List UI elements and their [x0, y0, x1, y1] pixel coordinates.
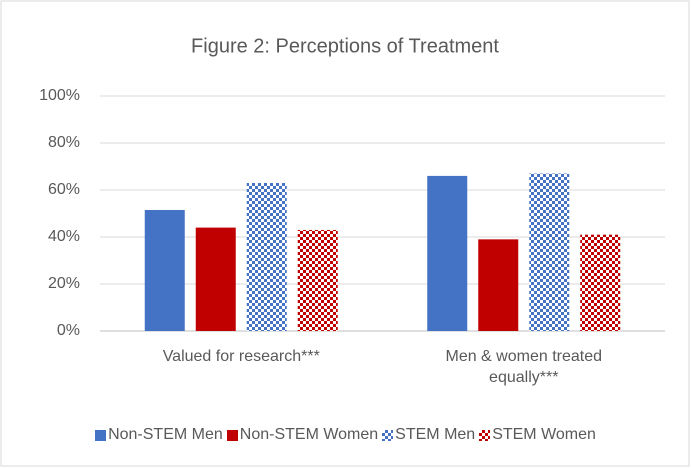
legend-label: Non-STEM Men — [108, 426, 223, 443]
bar — [144, 209, 185, 331]
legend-label: STEM Women — [492, 426, 596, 443]
legend-swatch-fill — [382, 429, 394, 441]
legend-swatch — [382, 429, 394, 441]
bar — [529, 173, 570, 331]
legend-label: STEM Men — [395, 426, 476, 443]
y-tick-label: 100% — [39, 87, 80, 104]
bar — [427, 175, 468, 331]
legend-swatch — [95, 429, 107, 441]
bar — [297, 229, 338, 331]
legend-item: STEM Women — [479, 426, 596, 444]
y-tick-label: 60% — [48, 181, 80, 198]
bar — [580, 234, 621, 331]
legend-item: Non-STEM Women — [226, 426, 379, 444]
y-tick-label: 80% — [48, 134, 80, 151]
legend-swatch-fill — [479, 429, 491, 441]
legend-swatch-fill — [226, 429, 238, 441]
x-tick-label: Men & women treated equally*** — [445, 348, 603, 386]
legend-swatch-fill — [95, 429, 107, 441]
legend-item: Non-STEM Men — [95, 426, 223, 444]
legend-label: Non-STEM Women — [239, 426, 379, 443]
legend-swatch — [479, 429, 491, 441]
y-tick-label: 20% — [48, 275, 80, 292]
bar — [246, 182, 287, 331]
y-tick-label: 40% — [48, 228, 80, 245]
bar — [195, 227, 236, 331]
legend-swatch — [226, 429, 238, 441]
x-tick-label: Valued for research*** — [162, 348, 320, 365]
chart-title: Figure 2: Perceptions of Treatment — [191, 35, 499, 57]
y-tick-label: 0% — [57, 322, 80, 339]
bar — [478, 239, 519, 331]
legend-item: STEM Men — [382, 426, 475, 444]
legend: Non-STEM Men Non-STEM Women STEM Men STEM W… — [0, 426, 691, 444]
